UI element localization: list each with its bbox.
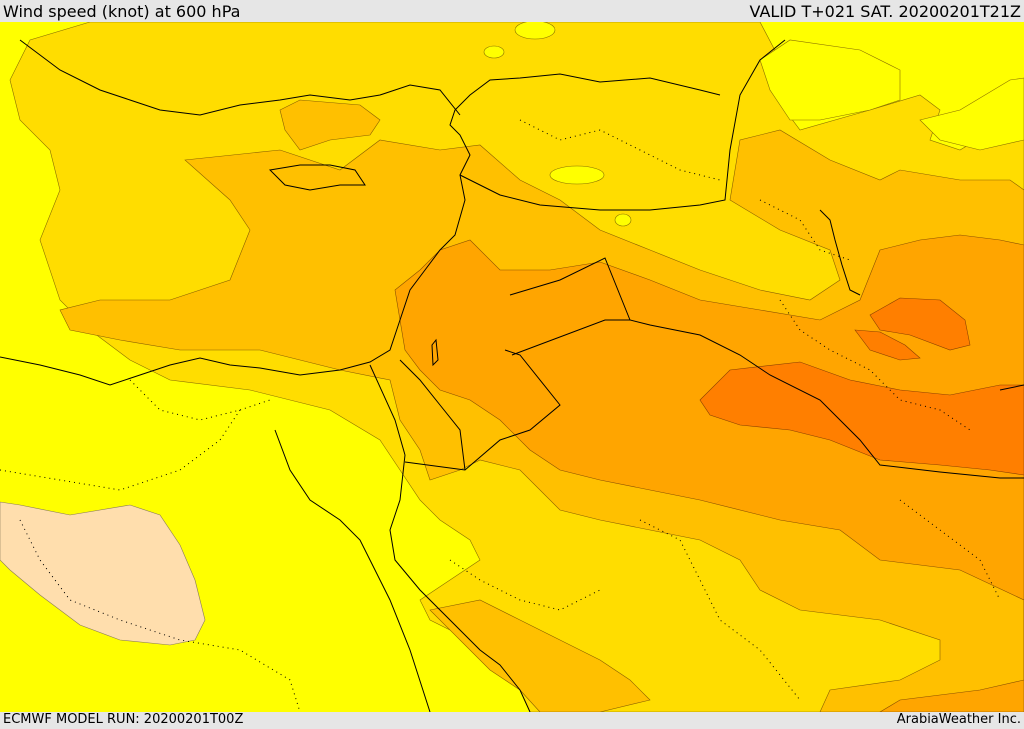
yellow-blob-3	[614, 213, 632, 227]
yellow-patch-ne	[919, 77, 1024, 151]
level-5-zone	[699, 361, 1024, 476]
model-run: ECMWF MODEL RUN: 20200201T00Z	[3, 712, 244, 727]
map-title: Wind speed (knot) at 600 hPa	[3, 2, 241, 21]
header-bar: Wind speed (knot) at 600 hPa VALID T+021…	[0, 0, 1024, 22]
coastlines	[0, 39, 1024, 712]
borders	[369, 39, 1024, 479]
calm-zone	[0, 501, 206, 646]
yellow-blob-2	[483, 45, 505, 59]
wind-speed-map[interactable]	[0, 22, 1024, 712]
valid-time: VALID T+021 SAT. 20200201T21Z	[749, 2, 1021, 21]
level-5-sliver	[854, 329, 921, 361]
level-4-zone	[394, 234, 1024, 712]
yellow-patch-north	[759, 39, 901, 121]
admin-lines	[0, 119, 1001, 712]
yellow-blob-4	[514, 22, 556, 40]
footer-bar: ECMWF MODEL RUN: 20200201T00Z ArabiaWeat…	[0, 712, 1024, 729]
level-3-south-lobe	[429, 599, 651, 712]
level-3-cyprus-patch	[279, 99, 381, 151]
level-5-patch	[869, 297, 971, 351]
yellow-blob-1	[549, 165, 605, 185]
credit-label: ArabiaWeather Inc.	[896, 712, 1021, 727]
